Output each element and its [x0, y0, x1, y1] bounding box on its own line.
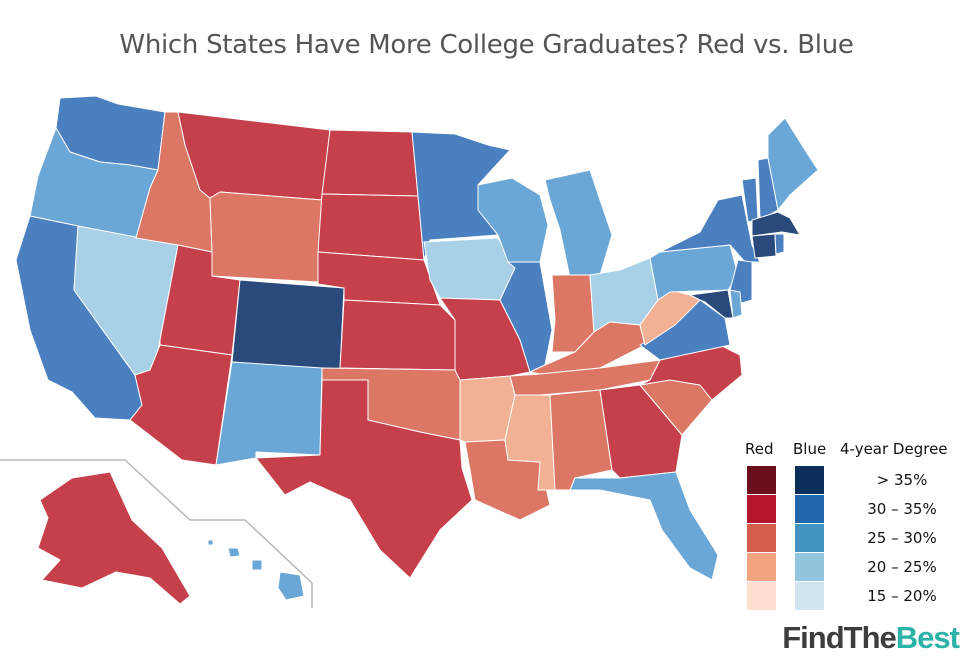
legend-range-4: 20 – 25% [867, 558, 937, 576]
state-montana[interactable] [177, 111, 331, 201]
legend-range-3: 25 – 30% [867, 529, 937, 547]
legend-blue-swatch-2 [795, 495, 824, 523]
legend-red-swatch-2 [747, 495, 776, 523]
state-new-mexico[interactable] [215, 361, 323, 466]
state-florida[interactable] [569, 471, 719, 581]
state-connecticut[interactable] [751, 233, 777, 259]
state-south-dakota[interactable] [317, 193, 425, 261]
state-maryland[interactable] [689, 289, 734, 319]
state-delaware[interactable] [729, 289, 743, 319]
alaska-inset-frame [0, 459, 191, 521]
legend-blue-swatch-1 [795, 466, 824, 494]
state-texas[interactable] [255, 379, 473, 579]
state-alaska[interactable] [37, 471, 191, 605]
map-title: Which States Have More College Graduates… [119, 30, 854, 60]
legend-blue-swatch-4 [795, 553, 824, 581]
legend-red-swatch-4 [747, 553, 776, 581]
legend-range-5: 15 – 20% [867, 587, 937, 605]
state-new-york[interactable] [659, 194, 761, 263]
legend-red-swatch-5 [747, 582, 776, 610]
logo-part-1: FindThe [782, 620, 897, 655]
legend: Red Blue 4-year Degree > 35% 30 – 35% 25… [745, 440, 967, 610]
state-kansas[interactable] [339, 299, 456, 371]
legend-range-2: 30 – 35% [867, 500, 937, 518]
state-rhode-island[interactable] [774, 233, 785, 255]
findthebest-logo: FindTheBest [782, 620, 960, 656]
legend-red-swatch-1 [747, 466, 776, 494]
state-maine[interactable] [767, 117, 819, 211]
state-massachusetts[interactable] [751, 211, 801, 237]
state-wyoming[interactable] [209, 191, 323, 283]
state-iowa[interactable] [423, 237, 516, 301]
legend-range-1: > 35% [876, 471, 928, 489]
legend-red-header: Red [745, 440, 774, 458]
state-north-dakota[interactable] [321, 129, 419, 197]
legend-blue-swatch-5 [795, 582, 824, 610]
logo-part-2: Best [895, 620, 960, 655]
state-hawaii[interactable] [207, 539, 305, 601]
legend-blue-header: Blue [793, 440, 827, 458]
state-arizona[interactable] [129, 344, 233, 466]
hawaii-inset-frame [190, 519, 313, 608]
state-michigan[interactable] [544, 169, 613, 279]
legend-blue-swatch-3 [795, 524, 824, 552]
state-colorado[interactable] [231, 279, 345, 371]
legend-red-swatch-3 [747, 524, 776, 552]
legend-degree-header: 4-year Degree [840, 440, 948, 458]
